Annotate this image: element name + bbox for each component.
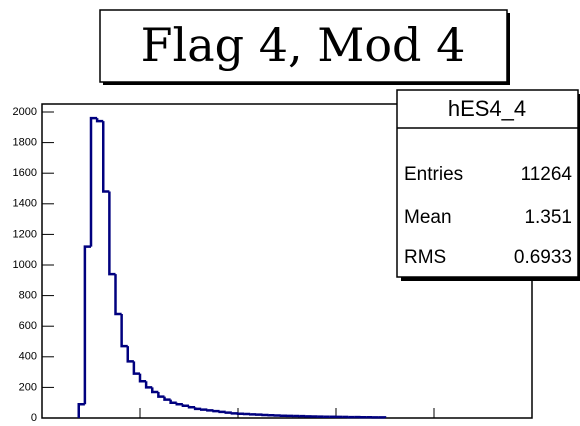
bar xyxy=(193,407,202,411)
stats-label: Entries xyxy=(404,164,463,185)
x-tick-label: 2 xyxy=(137,425,143,426)
bar xyxy=(224,411,232,414)
y-tick-label: 1200 xyxy=(13,228,37,240)
bar xyxy=(83,245,91,405)
bar xyxy=(132,361,140,375)
bar xyxy=(126,346,134,363)
bar xyxy=(218,410,226,414)
y-tick-label: 2000 xyxy=(13,106,37,118)
bar xyxy=(108,191,116,276)
y-tick-label: 1000 xyxy=(13,259,37,271)
x-tick-label: 8 xyxy=(431,425,437,426)
y-tick-label: 1600 xyxy=(13,167,37,179)
x-tick-label: 0 xyxy=(39,425,45,426)
stats-value: 1.351 xyxy=(524,207,572,228)
bar xyxy=(77,402,85,418)
stats-label: Mean xyxy=(404,207,452,228)
bar xyxy=(157,391,165,398)
histogram xyxy=(77,116,387,419)
stats-value: 0.6933 xyxy=(514,247,572,268)
bar xyxy=(230,412,238,415)
bar xyxy=(212,409,220,413)
bar xyxy=(95,118,104,123)
bar xyxy=(163,396,171,401)
bar xyxy=(169,399,177,404)
x-tick-label: 4 xyxy=(235,425,241,426)
y-tick-label: 400 xyxy=(19,351,37,363)
bar xyxy=(151,387,159,394)
bar xyxy=(378,416,387,419)
bar xyxy=(89,116,98,247)
bar xyxy=(102,121,110,193)
stats-label: RMS xyxy=(404,247,446,268)
chart-title: Flag 4, Mod 4 xyxy=(141,18,466,72)
stats-title: hES4_4 xyxy=(448,96,526,121)
x-tick-label: 10 xyxy=(526,425,538,426)
title-box: Flag 4, Mod 4 xyxy=(99,9,510,85)
y-tick-label: 200 xyxy=(19,381,37,393)
bar xyxy=(175,402,183,406)
bar xyxy=(206,409,214,412)
x-tick-label: 6 xyxy=(333,425,339,426)
y-tick-label: 1800 xyxy=(13,137,37,149)
axes: 0 200 400 600 800 1000 1200 1400 1600 1800 2000 0 2 4… xyxy=(13,106,539,426)
bar xyxy=(187,405,196,409)
bar xyxy=(200,408,208,411)
bar xyxy=(181,404,189,408)
bar xyxy=(120,313,128,348)
title-frame xyxy=(99,9,508,83)
bar xyxy=(144,381,153,389)
bar xyxy=(138,373,147,383)
stats-value: 11264 xyxy=(521,164,573,185)
y-tick-label: 800 xyxy=(19,290,37,302)
bar xyxy=(114,274,122,316)
stats-frame xyxy=(396,89,579,278)
stats-box: hES4_4 Entries 11264 Mean 1.351 RMS 0.6933 xyxy=(396,89,580,281)
y-tick-label: 0 xyxy=(31,412,37,424)
y-tick-label: 1400 xyxy=(13,198,37,210)
y-tick-label: 600 xyxy=(19,320,37,332)
